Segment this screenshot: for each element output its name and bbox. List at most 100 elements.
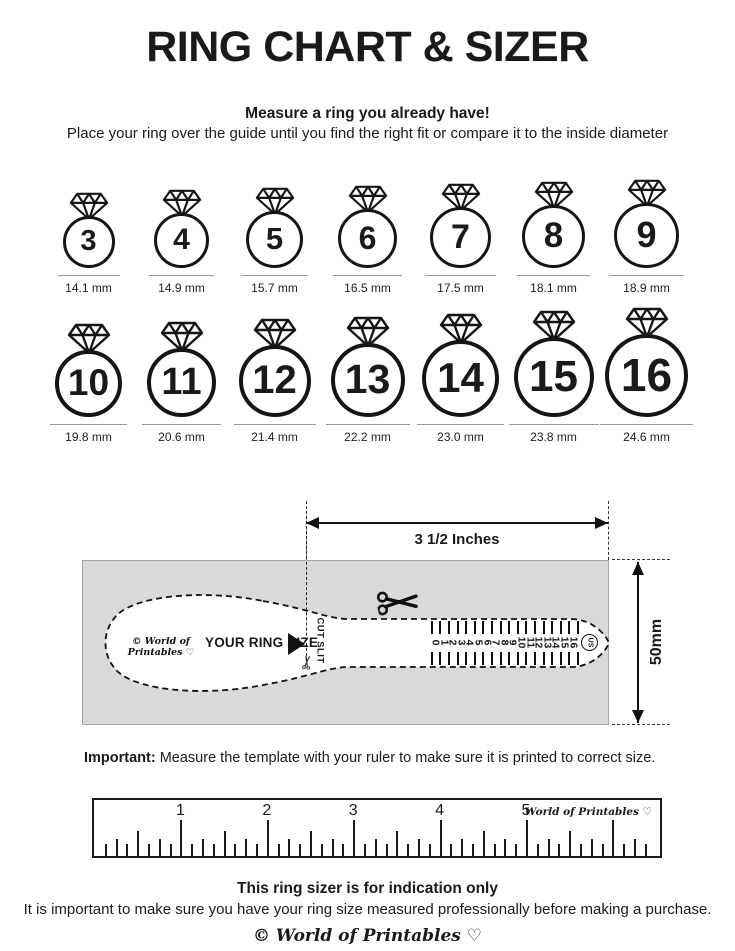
ring-figure: 6 bbox=[338, 179, 397, 268]
ruler-tick bbox=[634, 839, 636, 857]
footer-brand: © World of Printables ♡ bbox=[252, 926, 483, 947]
ruler-tick bbox=[569, 831, 572, 857]
ring-diameter-label: 20.6 mm bbox=[158, 429, 205, 444]
ring-underline bbox=[600, 423, 693, 425]
ring-diameter-label: 14.1 mm bbox=[65, 280, 112, 295]
ring-size-number: 10 bbox=[67, 362, 110, 404]
ruler-tick bbox=[310, 831, 312, 857]
ruler-tick bbox=[223, 831, 226, 857]
ring-figure: 5 bbox=[246, 179, 303, 268]
ruler-tick bbox=[385, 844, 388, 857]
ruler-tick bbox=[288, 839, 291, 857]
ring-diameter-label: 21.4 mm bbox=[251, 429, 298, 444]
gauge-tick bbox=[499, 620, 502, 634]
ring-size-number: 16 bbox=[620, 349, 673, 402]
ruler-tick bbox=[472, 844, 474, 857]
gauge-tick bbox=[533, 620, 536, 634]
ring-figure: 12 bbox=[238, 307, 311, 417]
gauge-tick bbox=[551, 620, 554, 634]
ruler-tick bbox=[590, 839, 593, 857]
ring-diameter-label: 15.7 mm bbox=[251, 280, 298, 295]
gauge-tick bbox=[490, 620, 493, 634]
ruler-tick bbox=[104, 844, 107, 857]
ruler-tick bbox=[504, 839, 507, 857]
diamond-icon bbox=[625, 307, 668, 339]
gauge-tick bbox=[559, 651, 562, 665]
ring-item: 11 20.6 mm bbox=[135, 307, 228, 444]
tagline: Place your ring over the guide until you… bbox=[66, 124, 669, 142]
diamond-icon bbox=[253, 318, 296, 350]
ruler-tick bbox=[266, 820, 269, 857]
ruler-tick bbox=[580, 844, 582, 857]
ring-item: 7 17.5 mm bbox=[414, 179, 507, 295]
ring-figure: 16 bbox=[605, 307, 688, 417]
ring-size-number: 4 bbox=[173, 223, 190, 257]
important-note: Important: Measure the template with you… bbox=[84, 749, 735, 769]
gauge-tick bbox=[576, 620, 579, 634]
ruler-tick bbox=[277, 844, 280, 857]
ring-underline bbox=[425, 274, 496, 276]
ring-size-number: 6 bbox=[358, 219, 377, 256]
ruler-tick bbox=[126, 844, 129, 857]
ruler-tick bbox=[493, 844, 496, 857]
ring-figure: 14 bbox=[422, 307, 499, 417]
ring-item: 16 24.6 mm bbox=[600, 307, 693, 444]
gauge-tick bbox=[439, 651, 442, 665]
gauge-tick bbox=[516, 651, 519, 665]
ring-figure: 7 bbox=[430, 179, 491, 268]
gauge-tick bbox=[482, 620, 485, 634]
ring-circle: 6 bbox=[338, 208, 397, 268]
diamond-icon bbox=[346, 316, 389, 348]
gauge-tick bbox=[456, 620, 459, 634]
gauge-tick bbox=[508, 651, 511, 665]
ruler-tick bbox=[202, 839, 204, 857]
ring-item: 13 22.2 mm bbox=[321, 307, 414, 444]
sizer-panel: © World of Printables ♡ YOUR RING SIZE 0… bbox=[82, 559, 610, 725]
ring-size-number: 5 bbox=[265, 221, 284, 257]
ruler-tick bbox=[407, 844, 410, 857]
ring-underline bbox=[142, 423, 221, 425]
diamond-icon bbox=[627, 179, 666, 208]
ruler-number: 4 bbox=[435, 802, 445, 820]
ruler-tick bbox=[558, 844, 561, 857]
ruler-tick bbox=[461, 839, 464, 857]
gauge-tick bbox=[473, 651, 476, 665]
gauge-us-label: US bbox=[585, 637, 593, 648]
gauge-tick bbox=[559, 620, 562, 634]
cut-slit-label: CUT SLIT bbox=[314, 617, 326, 664]
ring-circle: 4 bbox=[154, 212, 209, 268]
diamond-icon bbox=[160, 321, 203, 353]
ring-circle: 5 bbox=[246, 210, 303, 268]
diamond-icon bbox=[441, 183, 480, 212]
ruler-tick bbox=[612, 820, 615, 857]
ruler-tick bbox=[418, 839, 420, 857]
ring-figure: 9 bbox=[614, 179, 679, 268]
gauge-tick bbox=[456, 651, 459, 665]
ruler-tick bbox=[428, 844, 431, 857]
ring-sizer-template: 3 1/2 Inches © World of Printables ♡ YOU… bbox=[0, 499, 735, 739]
ring-size-chart: 3 14.1 mm 4 14.9 mm 5 15.7 mm 6 16.5 mm 7 17.5 mm… bbox=[0, 179, 735, 444]
width-dimension-label: 3 1/2 Inches bbox=[414, 530, 500, 548]
gauge-tick bbox=[447, 651, 450, 665]
ring-size-number: 11 bbox=[161, 360, 202, 403]
ring-diameter-label: 22.2 mm bbox=[344, 429, 391, 444]
ring-diameter-label: 23.0 mm bbox=[437, 429, 484, 444]
mini-scissors-icon bbox=[302, 655, 311, 670]
page-title: RING CHART & SIZER bbox=[146, 23, 589, 71]
tagline-bold: Measure a ring you already have! bbox=[245, 105, 490, 122]
ring-circle: 10 bbox=[55, 349, 122, 417]
ring-circle: 16 bbox=[605, 333, 688, 417]
height-dimension-label: 50mm bbox=[648, 618, 665, 665]
ruler-tick bbox=[396, 831, 399, 857]
ring-figure: 10 bbox=[55, 307, 122, 417]
ring-diameter-label: 18.1 mm bbox=[530, 280, 577, 295]
pointer-triangle-icon bbox=[288, 632, 305, 655]
ring-underline bbox=[333, 274, 402, 276]
ring-figure: 13 bbox=[330, 307, 405, 417]
ring-diameter-label: 17.5 mm bbox=[437, 280, 484, 295]
ruler-tick bbox=[169, 844, 172, 857]
ring-underline bbox=[508, 423, 599, 425]
gauge-number: 16 bbox=[567, 636, 580, 649]
ring-size-number: 7 bbox=[451, 217, 470, 256]
